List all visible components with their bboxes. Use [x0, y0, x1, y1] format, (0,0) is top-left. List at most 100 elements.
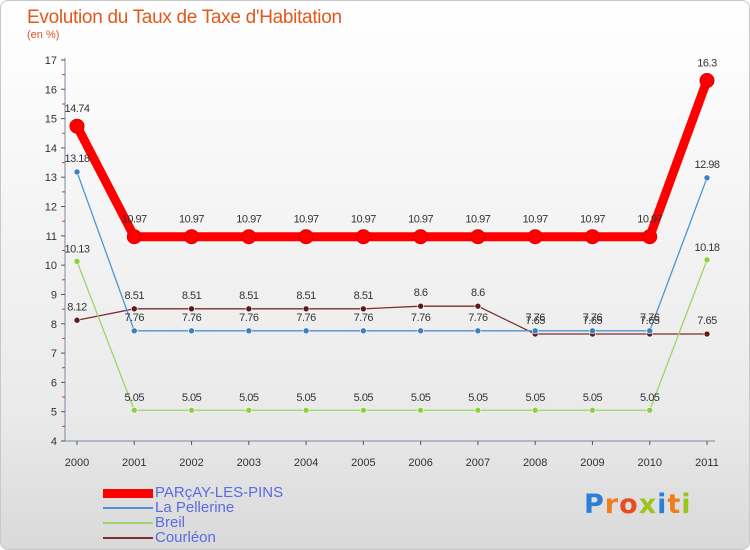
data-label: 7.76 — [583, 312, 603, 324]
data-point — [302, 305, 310, 313]
data-label: 5.05 — [125, 392, 145, 404]
y-tick-label: 12 — [45, 202, 57, 214]
data-label: 10.97 — [236, 214, 261, 226]
data-label: 7.76 — [296, 312, 316, 324]
data-label: 8.12 — [67, 301, 87, 313]
x-tick-label: 2000 — [65, 457, 89, 469]
data-point — [703, 256, 711, 264]
data-point — [184, 229, 200, 245]
data-label: 10.18 — [694, 242, 719, 254]
legend-swatch — [103, 537, 153, 539]
data-label: 5.05 — [468, 392, 488, 404]
y-tick-label: 4 — [51, 436, 57, 448]
data-point — [527, 229, 543, 245]
data-point — [360, 327, 367, 335]
logo-letter: o — [619, 489, 639, 520]
series-line-courl-on — [76, 305, 708, 335]
legend-label: Courléon — [155, 529, 216, 546]
data-label: 10.97 — [465, 214, 490, 226]
data-label: 8.51 — [296, 290, 316, 302]
data-label: 5.05 — [354, 392, 374, 404]
data-point — [302, 406, 310, 414]
data-point — [699, 73, 715, 89]
data-label: 8.51 — [182, 290, 202, 302]
series-line-breil — [76, 259, 708, 411]
data-label: 14.74 — [64, 103, 89, 115]
x-tick-label: 2010 — [637, 457, 661, 469]
legend-swatch — [103, 507, 153, 509]
data-point — [646, 406, 654, 414]
data-label: 10.13 — [64, 243, 89, 255]
logo-letter: t — [667, 489, 682, 520]
legend-item: PARçAY-LES-PINS — [103, 484, 363, 501]
data-point — [417, 302, 424, 310]
data-label: 7.65 — [640, 315, 660, 327]
data-label: 10.97 — [122, 214, 147, 226]
data-label: 16.3 — [697, 58, 717, 70]
data-point — [130, 406, 138, 414]
data-point — [703, 330, 711, 338]
data-label: 10.97 — [408, 214, 433, 226]
legend: PARçAY-LES-PINS La Pellerine Breil Courléon — [103, 484, 363, 546]
data-point — [130, 327, 138, 335]
data-label: 7.76 — [239, 312, 259, 324]
data-label: 5.05 — [296, 392, 316, 404]
data-label: 7.76 — [640, 312, 660, 324]
data-label: 7.76 — [468, 312, 488, 324]
data-label: 7.76 — [125, 312, 145, 324]
data-point — [417, 406, 424, 414]
x-tick-label: 2011 — [695, 457, 719, 469]
data-point — [245, 327, 253, 335]
data-point — [69, 118, 85, 134]
y-tick-label: 10 — [45, 260, 57, 272]
data-label: 8.6 — [471, 287, 485, 299]
data-label: 10.97 — [637, 214, 662, 226]
data-label: 5.05 — [525, 392, 545, 404]
data-label: 8.6 — [414, 287, 428, 299]
data-point — [188, 406, 195, 414]
data-label: 7.76 — [411, 312, 431, 324]
data-point — [130, 305, 138, 313]
series-line-la-pellerine — [76, 171, 708, 332]
y-tick-label: 17 — [45, 55, 57, 67]
data-point — [360, 305, 367, 313]
y-tick-label: 11 — [46, 231, 57, 243]
data-point — [298, 229, 314, 245]
data-label: 8.51 — [354, 290, 374, 302]
data-label: 7.65 — [583, 315, 603, 327]
data-label: 10.97 — [351, 214, 376, 226]
data-point — [417, 327, 424, 335]
data-label: 12.98 — [694, 159, 719, 171]
logo-letter: i — [681, 489, 692, 520]
data-label: 5.05 — [583, 392, 603, 404]
y-tick-label: 16 — [45, 84, 57, 96]
legend-swatch — [103, 488, 153, 498]
data-point — [589, 406, 596, 414]
legend-item: Breil — [103, 514, 363, 531]
data-point — [584, 229, 600, 245]
data-point — [126, 229, 142, 245]
data-label: 5.05 — [411, 392, 431, 404]
legend-label: La Pellerine — [155, 499, 235, 516]
x-tick-label: 2005 — [351, 457, 375, 469]
y-tick-label: 9 — [51, 289, 57, 301]
chart-title: Evolution du Taux de Taxe d'Habitation — [27, 7, 342, 28]
data-label: 7.65 — [525, 315, 545, 327]
data-point — [73, 168, 81, 176]
data-label: 10.97 — [294, 214, 319, 226]
data-point — [355, 229, 371, 245]
logo-letter: x — [638, 489, 658, 520]
data-point — [474, 406, 482, 414]
data-label: 7.76 — [354, 312, 374, 324]
data-label: 10.97 — [580, 214, 605, 226]
data-label: 10.97 — [523, 214, 548, 226]
x-tick-label: 2003 — [237, 457, 261, 469]
y-tick-label: 14 — [45, 143, 57, 155]
data-point — [589, 327, 596, 335]
data-point — [474, 327, 482, 335]
data-point — [531, 327, 539, 335]
data-point — [188, 305, 195, 313]
legend-label: PARçAY-LES-PINS — [155, 484, 284, 501]
data-point — [470, 229, 486, 245]
x-tick-label: 2001 — [122, 457, 146, 469]
